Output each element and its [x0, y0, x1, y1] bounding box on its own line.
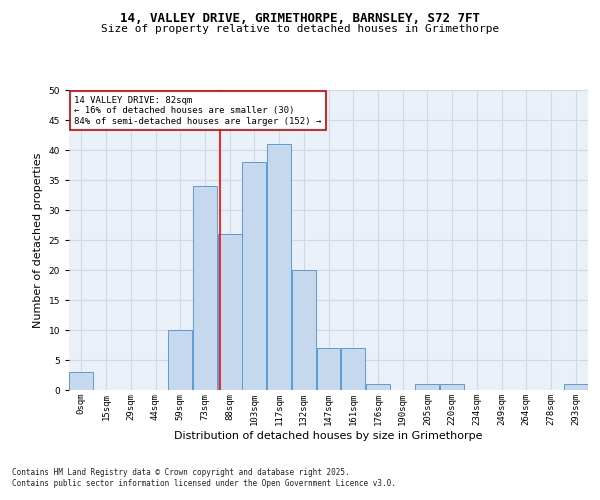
X-axis label: Distribution of detached houses by size in Grimethorpe: Distribution of detached houses by size … — [174, 430, 483, 440]
Bar — [193, 186, 217, 390]
Bar — [70, 372, 94, 390]
Y-axis label: Number of detached properties: Number of detached properties — [33, 152, 43, 328]
Text: Contains HM Land Registry data © Crown copyright and database right 2025.
Contai: Contains HM Land Registry data © Crown c… — [12, 468, 396, 487]
Bar — [563, 384, 587, 390]
Text: Size of property relative to detached houses in Grimethorpe: Size of property relative to detached ho… — [101, 24, 499, 34]
Bar — [168, 330, 192, 390]
Bar — [267, 144, 291, 390]
Bar — [366, 384, 390, 390]
Bar — [415, 384, 439, 390]
Bar — [242, 162, 266, 390]
Text: 14, VALLEY DRIVE, GRIMETHORPE, BARNSLEY, S72 7FT: 14, VALLEY DRIVE, GRIMETHORPE, BARNSLEY,… — [120, 12, 480, 26]
Text: 14 VALLEY DRIVE: 82sqm
← 16% of detached houses are smaller (30)
84% of semi-det: 14 VALLEY DRIVE: 82sqm ← 16% of detached… — [74, 96, 322, 126]
Bar — [317, 348, 340, 390]
Bar — [341, 348, 365, 390]
Bar — [292, 270, 316, 390]
Bar — [440, 384, 464, 390]
Bar — [218, 234, 242, 390]
